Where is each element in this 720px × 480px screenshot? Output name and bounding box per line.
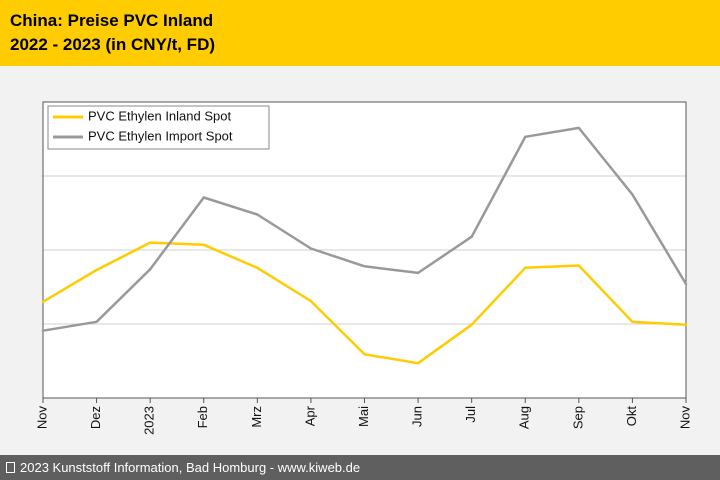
- chart-area: Nov Dez 2023 Feb Mrz Apr Mai Jun Jul Aug Sep Okt Nov…: [0, 66, 720, 455]
- data-point: [684, 323, 688, 326]
- data-point: [148, 268, 152, 271]
- data-point: [363, 265, 366, 268]
- data-point: [202, 196, 205, 199]
- data-point: [363, 353, 366, 356]
- data-point: [309, 299, 313, 303]
- data-point: [256, 266, 259, 269]
- data-point: [470, 323, 473, 326]
- data-point: [577, 126, 581, 130]
- legend-label: PVC Ethylen Import Spot: [88, 128, 233, 143]
- data-point: [470, 235, 473, 238]
- data-point: [41, 329, 45, 332]
- x-tick-label: Feb: [195, 406, 210, 428]
- data-point: [577, 264, 581, 267]
- data-point: [309, 247, 313, 250]
- legend-label: PVC Ethylen Inland Spot: [88, 108, 231, 123]
- data-point: [631, 193, 634, 196]
- data-point: [416, 362, 420, 365]
- line-chart: Nov Dez 2023 Feb Mrz Apr Mai Jun Jul Aug Sep Okt Nov…: [34, 101, 692, 435]
- x-tick-label: Sep: [570, 406, 585, 429]
- x-tick-label: Nov: [677, 406, 692, 430]
- footer-bar: 2023 Kunststoff Information, Bad Homburg…: [0, 455, 720, 480]
- data-point: [148, 241, 152, 244]
- chart-title: China: Preise PVC Inland: [10, 11, 214, 30]
- x-tick-label: 2023: [142, 406, 157, 435]
- x-tick-label: Jun: [410, 406, 425, 427]
- chart-subtitle: 2022 - 2023 (in CNY/t, FD): [10, 35, 216, 54]
- x-tick-label: Dez: [88, 406, 103, 429]
- x-tick-label: Mai: [356, 406, 371, 427]
- data-point: [41, 300, 45, 303]
- data-point: [631, 320, 634, 323]
- x-tick-label: Jul: [463, 406, 478, 423]
- x-tick-label: Mrz: [249, 406, 264, 428]
- data-point: [524, 266, 527, 269]
- data-point: [524, 135, 527, 138]
- data-point: [95, 320, 98, 323]
- data-point: [684, 282, 688, 286]
- legend-box: [47, 105, 270, 150]
- footer-text: 2023 Kunststoff Information, Bad Homburg…: [20, 460, 361, 475]
- header-bar: China: Preise PVC Inland 2022 - 2023 (in…: [0, 0, 720, 66]
- x-tick-label: Aug: [517, 406, 532, 429]
- data-point: [416, 271, 420, 275]
- data-point: [202, 243, 205, 247]
- x-tick-label: Okt: [624, 406, 639, 427]
- data-point: [95, 268, 98, 272]
- data-point: [256, 213, 259, 216]
- x-tick-label: Apr: [302, 405, 317, 426]
- copyright-icon: [6, 462, 15, 473]
- x-tick-label: Nov: [34, 406, 49, 430]
